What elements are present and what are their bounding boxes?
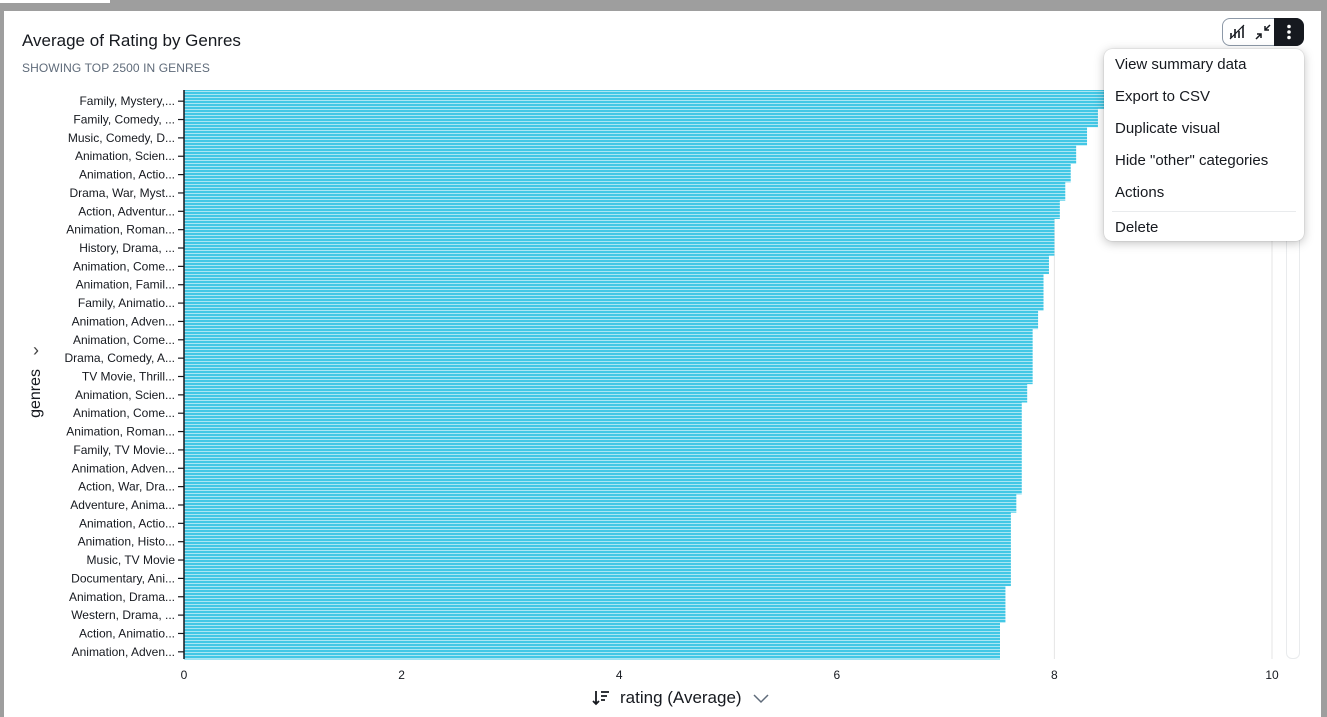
y-axis-title[interactable]: genres [27,369,44,418]
y-tick-label: Animation, Adven... [72,314,175,328]
bar [184,90,1120,109]
bar [184,181,1066,201]
bar [184,365,1033,385]
bar [184,475,1022,495]
x-axis-title-group: rating (Average) [592,687,770,709]
y-tick-label: Drama, Comedy, A... [65,351,175,365]
bar [184,383,1028,403]
y-tick-label: Animation, Actio... [79,516,175,530]
bar [184,622,1000,642]
top-strip [0,0,110,3]
y-tick-label: Animation, Adven... [72,461,175,475]
x-tick-label: 2 [398,668,405,682]
bar [184,310,1039,330]
bar [184,548,1011,568]
y-tick-label: Animation, Come... [73,259,175,273]
menu-item-duplicate[interactable]: Duplicate visual [1115,120,1221,137]
bar [184,200,1060,219]
y-tick-label: Animation, Scien... [75,149,175,163]
more-icon[interactable] [1274,18,1304,46]
x-tick-label: 6 [833,668,840,682]
menu-item-actions[interactable]: Actions [1115,184,1165,201]
bar [184,163,1071,183]
bar [184,126,1088,146]
y-tick-label: Animation, Come... [73,406,175,420]
bar [184,236,1055,256]
bar [184,493,1017,513]
y-tick-label: Family, Mystery,... [79,94,175,108]
y-tick-label: Family, TV Movie... [73,443,175,457]
y-tick-label: Animation, Histo... [78,535,175,549]
x-tick-label: 10 [1265,668,1279,682]
visual-subtitle: SHOWING TOP 2500 IN GENRES [22,61,210,75]
bar [184,603,1006,623]
bar [184,438,1022,458]
chevron-down-icon[interactable] [752,689,770,707]
menu-item-export-csv[interactable]: Export to CSV [1115,88,1211,105]
y-axis-title-group: › genres [24,341,48,431]
x-tick-label: 4 [616,668,623,682]
visual-menu: View summary data Export to CSV Duplicat… [1104,49,1304,241]
bar [184,255,1049,275]
y-tick-label: Western, Drama, ... [71,608,175,622]
x-tick-label: 0 [181,668,188,682]
bar [184,145,1077,164]
visual-title: Average of Rating by Genres [22,31,241,50]
bar [184,640,1000,660]
y-tick-label: Animation, Famil... [76,278,175,292]
bar [184,273,1044,293]
y-tick-label: Music, TV Movie [87,553,176,567]
y-tick-label: History, Drama, ... [79,241,175,255]
bar-chart-icon[interactable] [1225,21,1249,43]
menu-divider [1112,211,1296,212]
y-tick-label: Animation, Actio... [79,168,175,182]
visual-toolbar [1222,18,1304,46]
menu-item-delete[interactable]: Delete [1115,219,1159,236]
bar-chart: Family, Mystery,... Family, Comedy, ... Mu… [65,90,1279,682]
menu-item-view-summary[interactable]: View summary data [1115,56,1247,73]
y-tick-label: Animation, Drama... [69,590,175,604]
y-tick-label: Animation, Adven... [72,645,175,659]
sort-descending-icon[interactable] [592,689,610,707]
y-tick-label: Music, Comedy, D... [68,131,175,145]
collapse-icon[interactable] [1251,21,1275,43]
bar [184,218,1055,238]
y-tick-label: Action, War, Dra... [78,480,175,494]
x-axis-title[interactable]: rating (Average) [620,688,742,707]
bar [184,457,1022,476]
menu-item-hide-other[interactable]: Hide "other" categories [1115,152,1269,169]
y-tick-label: Action, Animatio... [79,626,175,640]
bar [184,346,1033,366]
y-tick-label: Animation, Come... [73,333,175,347]
y-tick-label: Family, Animatio... [78,296,175,310]
bar [184,512,1011,532]
bar [184,402,1022,421]
bar [184,420,1022,440]
bar [184,567,1011,587]
y-tick-label: Family, Comedy, ... [73,113,175,127]
visual-panel: Average of Rating by Genres SHOWING TOP … [4,11,1321,717]
bar [184,291,1044,311]
bar [184,585,1006,605]
y-tick-label: Adventure, Anima... [70,498,175,512]
chevron-right-icon[interactable]: › [33,340,39,360]
y-tick-label: Animation, Roman... [66,425,175,439]
y-tick-label: Documentary, Ani... [71,571,175,585]
y-tick-label: Action, Adventur... [78,204,175,218]
y-tick-label: TV Movie, Thrill... [82,370,175,384]
bar [184,530,1011,550]
y-tick-label: Animation, Scien... [75,388,175,402]
x-tick-label: 8 [1051,668,1058,682]
y-tick-label: Drama, War, Myst... [69,186,175,200]
bar [184,328,1033,348]
y-tick-label: Animation, Roman... [66,223,175,237]
bar [184,108,1098,128]
